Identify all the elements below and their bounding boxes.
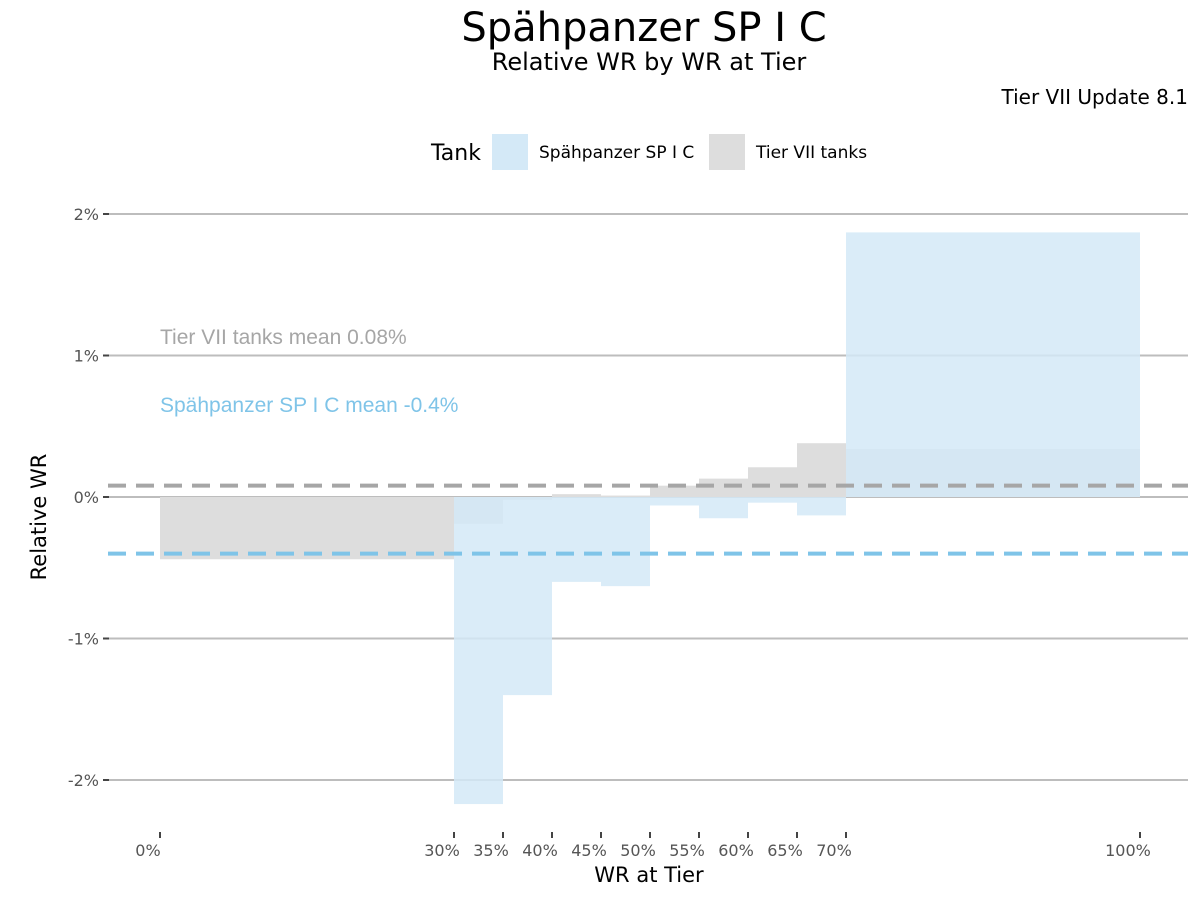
- chart-subtitle: Relative WR by WR at Tier: [492, 48, 807, 76]
- sp1c-bar-7: [797, 497, 846, 515]
- x-axis: 0% 30% 35% 40% 45% 50% 55% 60% 65% 70% 100%: [135, 832, 1151, 860]
- tier7-bar-3: [552, 494, 601, 497]
- tier7-bar-7: [748, 467, 797, 497]
- y-tick-label-2: 0%: [74, 488, 99, 507]
- x-tick-label-4: 45%: [571, 841, 607, 860]
- x-tick-label-3: 40%: [522, 841, 558, 860]
- legend: Tank Spähpanzer SP I C Tier VII tanks: [430, 134, 867, 170]
- tier7-bar-6: [699, 479, 748, 497]
- sp1c-bar-6: [748, 497, 797, 503]
- y-tick-label-1: -1%: [68, 630, 99, 649]
- y-axis-title: Relative WR: [27, 454, 51, 581]
- sp1c-bar-1: [503, 497, 552, 695]
- mean-annotation-sp1c: Spähpanzer SP I C mean -0.4%: [160, 394, 458, 417]
- legend-label-sp1c: Spähpanzer SP I C: [539, 143, 694, 163]
- x-tick-label-7: 60%: [718, 841, 754, 860]
- y-tick-label-0: -2%: [68, 771, 99, 790]
- bars-sp1c-series: [454, 232, 1140, 804]
- x-tick-label-8: 65%: [767, 841, 803, 860]
- y-axis: -2% -1% 0% 1% 2%: [68, 205, 109, 790]
- chart-title: Spähpanzer SP I C: [461, 5, 826, 51]
- sp1c-bar-8: [846, 232, 1140, 497]
- sp1c-bar-5: [699, 497, 748, 518]
- tier7-bar-4: [601, 496, 650, 497]
- chart-caption: Tier VII Update 8.1: [1001, 85, 1188, 109]
- sp1c-bar-4: [650, 497, 699, 505]
- legend-swatch-sp1c: [492, 134, 528, 170]
- x-axis-title: WR at Tier: [594, 863, 704, 887]
- x-tick-label-6: 55%: [669, 841, 705, 860]
- sp1c-bar-0: [454, 497, 503, 804]
- y-tick-label-4: 2%: [74, 205, 99, 224]
- legend-title: Tank: [430, 141, 481, 166]
- sp1c-bar-3: [601, 497, 650, 586]
- x-tick-label-5: 50%: [620, 841, 656, 860]
- x-tick-label-10: 100%: [1105, 841, 1151, 860]
- mean-annotation-tier7: Tier VII tanks mean 0.08%: [160, 326, 407, 349]
- tier7-bar-8: [797, 443, 846, 497]
- legend-label-tier7: Tier VII tanks: [755, 143, 867, 163]
- sp1c-bar-2: [552, 497, 601, 582]
- x-tick-label-2: 35%: [473, 841, 509, 860]
- y-tick-label-3: 1%: [74, 347, 99, 366]
- x-tick-label-9: 70%: [816, 841, 852, 860]
- x-tick-label-1: 30%: [424, 841, 460, 860]
- legend-swatch-tier7: [709, 134, 745, 170]
- tier7-bar-0: [160, 497, 454, 559]
- x-tick-label-0: 0%: [135, 841, 160, 860]
